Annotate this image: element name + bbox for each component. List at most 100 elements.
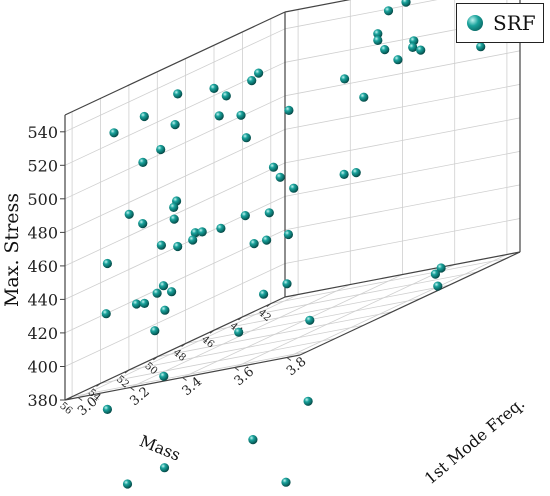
axis-edge [64, 296, 286, 401]
z-tick-label: 520 [27, 156, 58, 175]
data-point [109, 128, 119, 138]
data-point [188, 235, 198, 245]
data-point [249, 239, 259, 249]
grid-line [64, 129, 286, 233]
data-point [275, 172, 285, 182]
data-point [122, 479, 133, 489]
grid-line [77, 294, 299, 398]
grid-line [284, 117, 521, 164]
grid-line [284, 218, 521, 264]
x-tick-mark [209, 329, 215, 334]
x-tick-mark [96, 382, 101, 387]
legend-label-srf: SRF [493, 11, 536, 35]
grid-line [284, 0, 438, 30]
data-point [156, 144, 166, 155]
data-point [159, 463, 170, 473]
z-tick-label: 380 [27, 391, 58, 410]
data-point [216, 223, 226, 233]
legend: SRF [456, 3, 544, 43]
y-tick-mark [77, 397, 83, 401]
z-tick-label: 440 [27, 290, 58, 309]
data-point [236, 110, 246, 120]
x-tick-mark [67, 396, 73, 401]
grid-line [286, 254, 508, 358]
data-point [254, 68, 264, 78]
data-point [197, 227, 207, 237]
data-point [476, 42, 486, 52]
grid-line [64, 229, 286, 334]
data-point [160, 305, 170, 315]
grid-line [234, 264, 455, 368]
data-point [139, 298, 150, 308]
axis-edge [64, 11, 286, 116]
data-point [221, 91, 231, 101]
grid-line [182, 274, 403, 378]
data-point [167, 287, 177, 297]
data-point [170, 120, 180, 130]
data-point [152, 288, 162, 298]
x-tick-mark [238, 316, 243, 321]
data-point [282, 279, 292, 289]
data-point [281, 477, 291, 487]
data-point [190, 228, 200, 238]
axis-edge [299, 251, 521, 356]
data-point [156, 240, 166, 250]
data-point [359, 92, 369, 102]
data-point [139, 111, 149, 122]
grid-line [284, 84, 521, 130]
data-point [283, 229, 293, 240]
y-tick-mark [234, 367, 239, 371]
data-point [383, 6, 394, 16]
data-points [101, 0, 496, 489]
data-point [268, 162, 279, 172]
x-axis-label: Mass [137, 431, 183, 464]
data-point [408, 42, 418, 53]
data-point [262, 235, 272, 245]
data-point [159, 371, 169, 381]
z-tick-label: 460 [27, 257, 58, 276]
data-point [259, 289, 269, 299]
grid-line [64, 263, 286, 367]
data-point [241, 133, 251, 143]
data-point [401, 0, 411, 7]
data-point [436, 263, 446, 273]
data-point [138, 157, 148, 167]
axis-edge [284, 251, 521, 298]
data-point [169, 214, 179, 224]
data-point [102, 404, 112, 414]
data-point [173, 241, 183, 252]
data-point [158, 281, 169, 291]
data-point [173, 89, 183, 99]
grid-lines [64, 0, 521, 401]
grid-line [284, 184, 521, 231]
z-tick-label: 420 [27, 324, 58, 343]
data-point [305, 315, 315, 325]
data-point [430, 269, 440, 279]
x-tick-mark [124, 369, 130, 374]
z-tick-label: 500 [27, 190, 58, 209]
data-point [373, 29, 383, 39]
data-point [247, 76, 257, 86]
data-point [303, 396, 313, 406]
x-tick-mark [266, 303, 272, 308]
grid-line [284, 151, 521, 197]
data-point [373, 35, 383, 46]
data-point [284, 105, 294, 115]
data-point [380, 45, 390, 55]
z-axis-label: Max. Stress [1, 193, 23, 307]
grid-line [64, 28, 286, 133]
x-tick-mark [181, 343, 186, 347]
data-point [351, 168, 361, 178]
y-tick-mark [182, 377, 187, 381]
data-point [131, 299, 142, 309]
data-point [209, 83, 219, 93]
grid-line [284, 50, 521, 97]
data-point [264, 208, 274, 218]
x-tick-label: 56 [57, 400, 74, 417]
data-point [433, 281, 443, 291]
grid-line [64, 95, 286, 200]
data-point [289, 183, 299, 193]
data-point [339, 169, 349, 179]
data-point [169, 202, 179, 212]
